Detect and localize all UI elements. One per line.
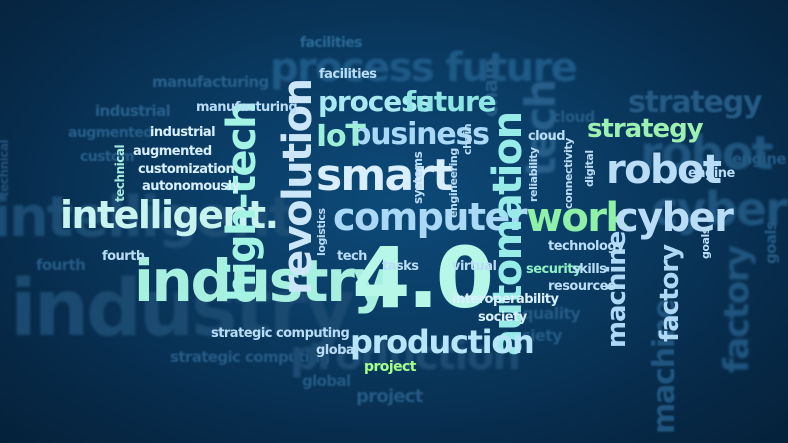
word-fourth: fourth <box>102 249 145 264</box>
word-business: business <box>350 117 490 152</box>
ghost-word-engine: engine <box>732 150 787 168</box>
word-security: security <box>526 262 581 277</box>
word-strategy: strategy <box>587 114 704 144</box>
word-resources: resources <box>548 279 616 294</box>
ghost-word-industrial: industrial <box>95 102 171 120</box>
word-cloud: cloud <box>528 129 566 144</box>
word-high-tech: high-tech <box>219 102 265 302</box>
word-chain: chain <box>461 123 474 155</box>
word-society: society <box>478 310 527 325</box>
word-systems: systems <box>411 151 425 204</box>
ghost-word-society: society <box>502 326 563 345</box>
ghost-word-augmented: augmented <box>68 125 153 141</box>
word-computer: computer <box>333 195 528 239</box>
ghost-word-strategy: strategy <box>628 85 763 120</box>
word-skills: skills <box>572 262 607 277</box>
ghost-word-manufacturing: manufacturing <box>152 73 269 91</box>
word-intelligent: intelligent. <box>60 193 279 237</box>
word-interoperability: interoperability <box>452 292 559 307</box>
word-future: future <box>404 85 497 118</box>
word-facilities: facilities <box>319 67 377 82</box>
ghost-word-strategic-computing: strategic computing <box>170 348 330 366</box>
ghost-word-industry: industry <box>10 264 355 354</box>
word-strategic-computing: strategic computing <box>211 326 350 341</box>
word-logistics: logistics <box>315 208 328 256</box>
ghost-word-cyber: cyber <box>651 182 788 236</box>
word-cyber: cyber <box>615 195 734 241</box>
word-production: production <box>350 323 535 361</box>
word-technology: technology <box>548 239 625 254</box>
word-augmented: augmented <box>133 144 212 159</box>
word-technical: technical <box>113 144 127 202</box>
word-industrial: industrial <box>150 125 216 140</box>
word-engine: engine <box>688 166 735 181</box>
word-goals: goals <box>699 228 712 259</box>
word-autonomously: autonomously <box>142 179 240 194</box>
word-4-0: 4.0 <box>352 229 494 327</box>
word-customization: customization <box>138 162 235 177</box>
ghost-word-goals: goals <box>762 221 780 264</box>
ghost-word-robot: robot <box>640 126 773 180</box>
word-digital: digital <box>583 150 596 187</box>
ghost-word-cloud: cloud <box>552 108 595 126</box>
word-manufacturing: manufacturing <box>196 100 298 115</box>
word-project: project <box>364 359 416 375</box>
word-global: global <box>316 343 359 358</box>
word-tech: tech <box>337 249 367 264</box>
ghost-word-global: global <box>302 372 351 390</box>
word-iot: IoT <box>316 119 366 154</box>
word-factory: factory <box>655 244 685 342</box>
ghost-word-quality: quality <box>522 304 581 323</box>
ghost-word-project: project <box>356 386 423 407</box>
ghost-word-process-future: process future <box>270 45 578 91</box>
ghost-word-fourth: fourth <box>36 256 86 274</box>
ghost-word-intelligent: intelligent <box>0 185 296 250</box>
word-connectivity: connectivity <box>562 138 575 209</box>
word-tasks: tasks <box>382 259 419 274</box>
ghost-word-facilities: facilities <box>300 35 363 51</box>
ghost-word-custom: custom <box>80 149 135 165</box>
ghost-word-factory: factory <box>717 246 757 373</box>
word-engineering: engineering <box>447 148 460 218</box>
word-process: process <box>318 85 433 118</box>
word-robot: robot <box>606 147 722 193</box>
word-reliability: reliability <box>527 147 540 202</box>
word-smart: smart <box>316 150 453 201</box>
word-industry: industry <box>134 247 390 315</box>
ghost-word-production: production <box>290 333 521 379</box>
word-work: work <box>526 195 632 241</box>
word-virtual: virtual <box>452 259 497 274</box>
